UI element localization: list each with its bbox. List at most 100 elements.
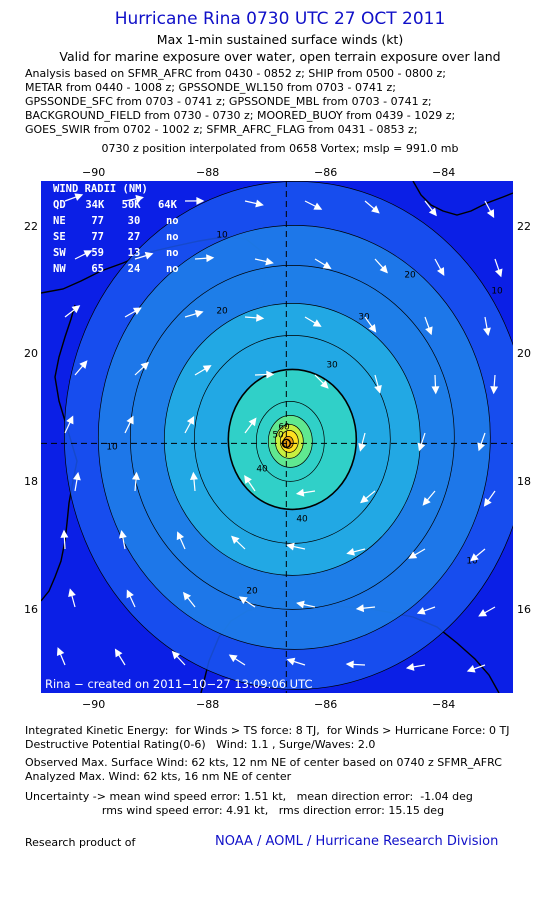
- subtitle-exposure: Valid for marine exposure over water, op…: [59, 49, 501, 64]
- lat-tick-right-20: 20: [517, 347, 531, 360]
- lon-tick-top-84: −84: [432, 166, 456, 179]
- uncertainty-mean-line: Uncertainty -> mean wind speed error: 1.…: [25, 790, 473, 803]
- dpr-line: Destructive Potential Rating(0-6) Wind: …: [25, 738, 376, 751]
- wind-arrowhead: [313, 202, 323, 210]
- hurricane-center-icon: [281, 438, 292, 449]
- wind-arrowhead: [71, 305, 81, 314]
- contour-label: 60: [278, 422, 290, 432]
- wind-arrowhead: [405, 662, 415, 671]
- wind-arrowhead: [140, 361, 150, 371]
- credit-prefix: Research product of: [25, 836, 136, 849]
- position-line: 0730 z position interpolated from 0658 V…: [101, 142, 459, 155]
- wind-arrowhead: [265, 257, 274, 266]
- wind-arrowhead: [132, 471, 140, 480]
- contour-label: 30: [326, 360, 338, 370]
- wind-arrowhead: [322, 261, 332, 270]
- wind-radii-64k: no: [165, 215, 179, 227]
- wind-arrowhead: [171, 650, 181, 660]
- wind-arrowhead: [494, 268, 503, 278]
- wind-arrowhead: [286, 542, 295, 551]
- lon-tick-bottom-86: −86: [314, 698, 338, 711]
- wind-arrowhead: [228, 654, 238, 663]
- analysis-line-5: GOES_SWIR from 0702 - 1002 z; SFMR_AFRC_…: [25, 123, 418, 136]
- lon-tick-bottom-88: −88: [196, 698, 220, 711]
- wind-arrowhead: [358, 443, 366, 452]
- wind-arrowhead: [436, 267, 445, 276]
- lon-tick-bottom-84: −84: [432, 698, 456, 711]
- wind-radii-50k: 24: [127, 263, 141, 275]
- wind-arrowhead: [408, 551, 418, 559]
- subtitle-winds: Max 1-min sustained surface winds (kt): [156, 32, 404, 47]
- wind-arrowhead: [431, 386, 440, 395]
- observed-max-line: Observed Max. Surface Wind: 62 kts, 12 n…: [25, 756, 502, 769]
- lat-tick-left-18: 18: [24, 475, 38, 488]
- wind-arrowhead: [428, 207, 437, 217]
- map-title: Hurricane Rina 0730 UTC 27 OCT 2011: [114, 9, 446, 29]
- contour-label: 50: [272, 430, 284, 440]
- wind-arrowhead: [206, 254, 215, 263]
- lon-tick-top-90: −90: [82, 166, 106, 179]
- wind-radii-row-se: SE 77 27 no: [53, 229, 192, 245]
- wind-radii-quadrant: SE: [53, 231, 66, 243]
- wind-radii-64k: no: [165, 231, 179, 243]
- wind-arrowhead: [68, 588, 76, 598]
- wind-arrowhead: [256, 313, 265, 322]
- wind-radii-row-sw: SW 59 13 no: [53, 245, 192, 261]
- created-timestamp: Rina − created on 2011−10−27 13:09:06 UT…: [45, 677, 313, 691]
- wind-radii-header-row: QD 34K 50K 64K: [53, 197, 192, 213]
- wind-radii-quadrant: NE: [53, 215, 66, 227]
- wind-arrowhead: [312, 319, 322, 327]
- wind-arrowhead: [416, 607, 426, 615]
- wind-arrowhead: [422, 497, 431, 506]
- lat-tick-right-18: 18: [517, 475, 531, 488]
- wind-radii-row-nw: NW 65 24 no: [53, 261, 192, 277]
- wind-arrowhead: [66, 415, 74, 425]
- wind-arrowhead: [248, 417, 257, 427]
- wind-arrowhead: [478, 609, 488, 617]
- wind-arrowhead: [266, 370, 275, 379]
- wind-arrowhead: [371, 205, 380, 214]
- wind-arrowhead: [374, 384, 382, 394]
- wind-radii-row-ne: NE 77 30 no: [53, 213, 192, 229]
- wind-arrowhead: [118, 530, 127, 539]
- wind-arrowhead: [126, 589, 134, 599]
- wind-arrowhead: [186, 415, 195, 425]
- wind-radii-header-50k: 50K: [121, 199, 141, 211]
- wind-arrowhead: [355, 604, 365, 613]
- contour-label: 10: [216, 230, 228, 240]
- analysis-line-4: BACKGROUND_FIELD from 0730 - 0730 z; MOO…: [25, 109, 456, 122]
- credit-organization: NOAA / AOML / Hurricane Research Divisio…: [215, 834, 499, 849]
- wind-arrowhead: [320, 380, 329, 389]
- contour-label: 20: [216, 306, 228, 316]
- wind-arrowhead: [135, 194, 144, 203]
- lat-tick-left-16: 16: [24, 603, 38, 616]
- lon-tick-top-86: −86: [314, 166, 338, 179]
- wind-radii-quadrant: NW: [53, 263, 66, 275]
- wind-arrowhead: [83, 250, 93, 258]
- analysis-line-3: GPSSONDE_SFC from 0703 - 0741 z; GPSSOND…: [25, 95, 432, 108]
- wind-radii-table: WIND RADII (NM) QD 34K 50K 64K NE 77 30 …: [53, 181, 192, 277]
- wind-arrowhead: [132, 307, 142, 315]
- uncertainty-rms-line: rms wind speed error: 4.91 kt, rms direc…: [25, 804, 445, 817]
- contour-label: 40: [296, 514, 308, 524]
- wind-arrowhead: [238, 596, 248, 605]
- wind-arrowhead: [286, 657, 296, 666]
- wind-arrowhead: [126, 415, 134, 425]
- lat-tick-left-22: 22: [24, 220, 38, 233]
- wind-arrowhead: [486, 209, 495, 219]
- lon-tick-top-88: −88: [196, 166, 220, 179]
- wind-contours: [64, 181, 513, 690]
- lat-tick-right-16: 16: [517, 603, 531, 616]
- contour-label: 20: [246, 586, 258, 596]
- wind-arrowhead: [417, 442, 426, 452]
- wind-arrowhead: [477, 442, 485, 452]
- wind-arrowhead: [190, 471, 198, 481]
- wind-arrowhead: [144, 251, 154, 260]
- wind-radii-header-64k: 64K: [157, 199, 177, 211]
- contour-label: 40: [256, 464, 268, 474]
- wind-arrowhead: [295, 488, 305, 497]
- wind-radii-50k: 27: [127, 231, 141, 243]
- lat-tick-right-22: 22: [517, 220, 531, 233]
- ike-line: Integrated Kinetic Energy: for Winds > T…: [25, 724, 510, 737]
